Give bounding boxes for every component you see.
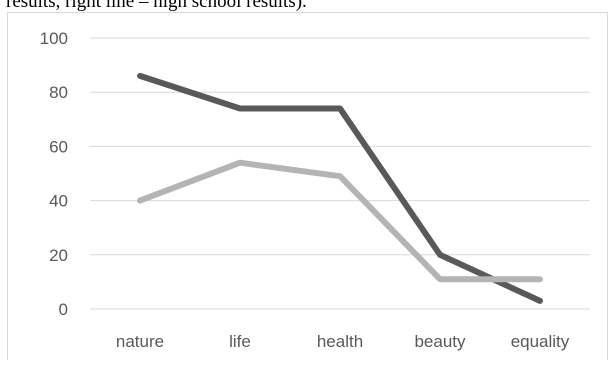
y-tick-label-40: 40 <box>49 192 68 211</box>
x-category-label-beauty: beauty <box>414 332 466 351</box>
x-category-label-equality: equality <box>511 332 570 351</box>
figure-caption: results, right line – high school result… <box>6 0 307 12</box>
x-category-label-life: life <box>229 332 251 351</box>
series-line-2 <box>137 159 543 283</box>
y-tick-label-80: 80 <box>49 83 68 102</box>
y-tick-label-20: 20 <box>49 246 68 265</box>
series-lines <box>137 72 543 304</box>
gridlines <box>90 37 590 310</box>
y-axis-tick-labels: 0 20 40 60 80 100 <box>40 29 68 319</box>
chart-frame <box>7 12 608 360</box>
x-axis-category-labels: nature life health beauty equality <box>116 332 570 351</box>
y-tick-label-100: 100 <box>40 29 68 48</box>
x-category-label-health: health <box>317 332 363 351</box>
y-tick-label-0: 0 <box>59 300 68 319</box>
y-tick-label-60: 60 <box>49 137 68 156</box>
series-line-1 <box>137 72 543 304</box>
x-category-label-nature: nature <box>116 332 164 351</box>
